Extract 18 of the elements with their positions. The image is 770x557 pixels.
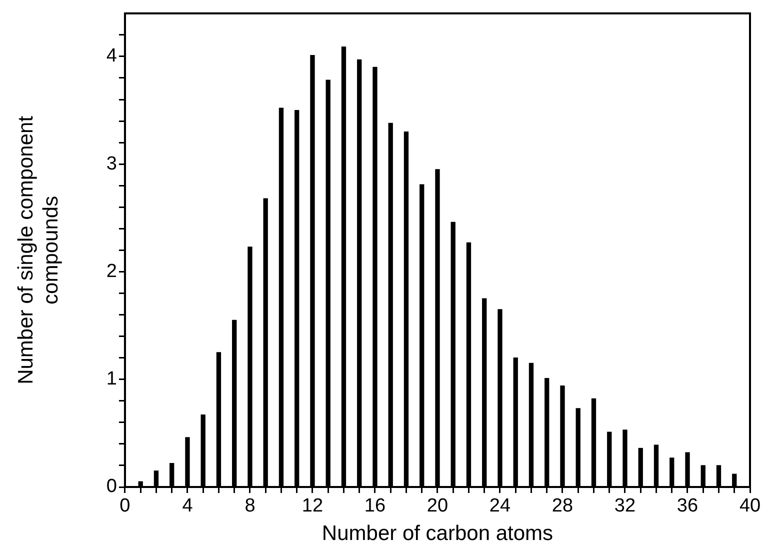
x-tick-label: 40 (739, 496, 761, 517)
y-tick-label: 0 (106, 476, 117, 498)
x-tick-label: 28 (552, 496, 574, 517)
x-tick-label: 8 (244, 496, 256, 517)
x-tick-label: 0 (120, 496, 130, 517)
y-tick-label: 4 (106, 46, 118, 67)
x-tick-label: 36 (676, 496, 698, 517)
y-tick-label: 3 (106, 153, 117, 174)
x-tick-label: 12 (302, 496, 324, 517)
y-axis-title: Number of single component compounds (14, 116, 63, 384)
x-tick-label: 20 (426, 496, 448, 517)
x-tick-label: 32 (614, 496, 636, 517)
y-tick-label: 1 (106, 368, 117, 390)
y-tick-label: 2 (106, 260, 117, 282)
x-tick-label: 24 (489, 496, 511, 517)
x-tick-label: 4 (182, 496, 194, 517)
x-axis-title: Number of carbon atoms (322, 522, 554, 546)
x-tick-label: 16 (364, 496, 386, 517)
